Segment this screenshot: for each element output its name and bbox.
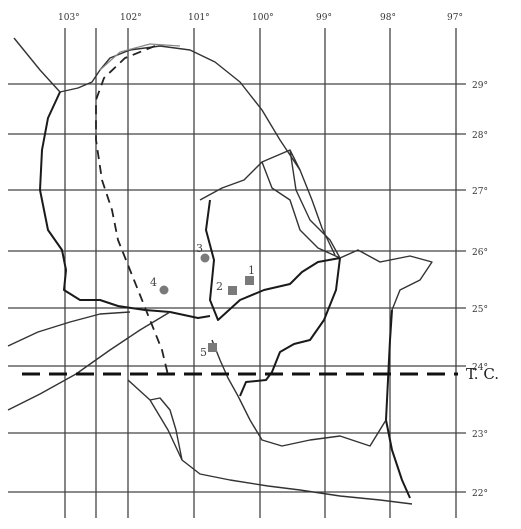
site-1-label: 1 bbox=[248, 264, 255, 277]
border-slp-west bbox=[149, 397, 183, 461]
lon-label-100: 100° bbox=[252, 13, 274, 23]
lon-label-97: 97° bbox=[447, 13, 463, 23]
longitude-labels: 103° 102° 101° 100° 99° 98° 97° bbox=[58, 13, 463, 23]
latitude-labels: 29° 28° 27° 26° 25° 24° 23° 22° bbox=[472, 81, 488, 499]
site-3-marker bbox=[200, 253, 210, 263]
site-3-label: 3 bbox=[196, 242, 203, 255]
border-nl-east bbox=[239, 257, 341, 397]
border-slp-north bbox=[211, 339, 387, 447]
site-4-marker bbox=[159, 285, 169, 295]
lon-label-103: 103° bbox=[58, 13, 80, 23]
boundaries bbox=[7, 37, 433, 505]
site-4-label: 4 bbox=[150, 276, 157, 289]
border-river-north bbox=[99, 43, 181, 71]
lon-label-102: 102° bbox=[120, 13, 142, 23]
border-coahuila-west bbox=[39, 91, 211, 319]
sites: 1 2 3 4 5 bbox=[150, 242, 255, 359]
site-1-marker bbox=[245, 276, 254, 285]
lat-label-24: 24° bbox=[472, 363, 488, 373]
lat-label-22: 22° bbox=[472, 489, 488, 499]
tropic-of-cancer: T. C. bbox=[22, 365, 499, 383]
lat-label-27: 27° bbox=[472, 187, 488, 197]
lon-label-101: 101° bbox=[188, 13, 210, 23]
lon-label-99: 99° bbox=[316, 13, 332, 23]
border-northwest bbox=[13, 37, 336, 256]
lat-label-29: 29° bbox=[472, 81, 488, 91]
lat-label-23: 23° bbox=[472, 430, 488, 440]
lat-label-28: 28° bbox=[472, 131, 488, 141]
lat-label-25: 25° bbox=[472, 305, 488, 315]
lat-label-26: 26° bbox=[472, 248, 488, 258]
dashed-region-boundary bbox=[95, 45, 169, 376]
border-southwest-1 bbox=[7, 311, 131, 347]
border-southwest-2 bbox=[7, 311, 171, 411]
border-central bbox=[199, 161, 433, 311]
border-south bbox=[127, 379, 413, 505]
border-nuevo-leon bbox=[205, 199, 341, 321]
graticule bbox=[8, 28, 466, 518]
tropic-label: T. C. bbox=[466, 365, 499, 383]
site-2-label: 2 bbox=[216, 280, 223, 293]
site-2-marker bbox=[228, 286, 237, 295]
site-5-marker bbox=[208, 343, 217, 352]
lon-label-98: 98° bbox=[380, 13, 396, 23]
border-tamaulipas-north bbox=[261, 149, 341, 259]
site-5-label: 5 bbox=[200, 346, 207, 359]
